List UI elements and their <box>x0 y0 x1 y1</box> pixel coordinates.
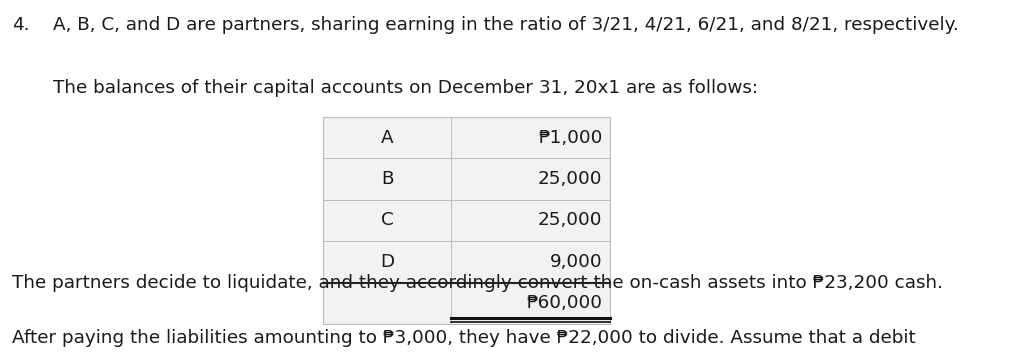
Text: ₱1,000: ₱1,000 <box>538 129 602 147</box>
Text: A, B, C, and D are partners, sharing earning in the ratio of 3/21, 4/21, 6/21, a: A, B, C, and D are partners, sharing ear… <box>53 16 959 34</box>
Text: The balances of their capital accounts on December 31, 20x1 are as follows:: The balances of their capital accounts o… <box>53 79 758 97</box>
Text: After paying the liabilities amounting to ₱3,000, they have ₱22,000 to divide. A: After paying the liabilities amounting t… <box>12 329 916 347</box>
Text: 4.: 4. <box>12 16 30 34</box>
Text: ₱60,000: ₱60,000 <box>526 294 602 312</box>
Text: 25,000: 25,000 <box>538 170 602 188</box>
Text: C: C <box>381 211 394 230</box>
Text: 9,000: 9,000 <box>550 253 602 271</box>
Text: B: B <box>381 170 394 188</box>
Text: A: A <box>381 129 394 147</box>
Text: 25,000: 25,000 <box>538 211 602 230</box>
Bar <box>323 117 610 324</box>
Text: The partners decide to liquidate, and they accordingly convert the on-cash asset: The partners decide to liquidate, and th… <box>12 274 943 292</box>
Text: D: D <box>381 253 394 271</box>
